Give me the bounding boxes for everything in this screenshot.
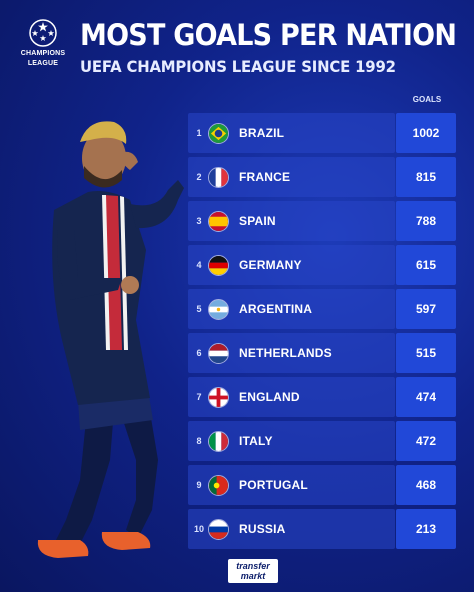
logo-text-line1: CHAMPIONS [20, 50, 66, 57]
france-flag-icon [208, 167, 229, 188]
country-name: FRANCE [239, 170, 291, 184]
rank-number: 8 [196, 436, 202, 446]
netherlands-flag-icon [208, 343, 229, 364]
rank-number: 7 [196, 392, 202, 402]
country-name: RUSSIA [239, 522, 286, 536]
country-name: ARGENTINA [239, 302, 313, 316]
tm-logo-line2: markt [240, 571, 266, 581]
table-row: 2 FRANCE 815 [188, 157, 456, 197]
table-row: 4 GERMANY 615 [188, 245, 456, 285]
russia-flag-icon [208, 519, 229, 540]
goals-value: 213 [396, 509, 456, 549]
page-title: MOST GOALS PER NATION [80, 18, 457, 52]
table-row: 3 SPAIN 788 [188, 201, 456, 241]
goals-value: 615 [396, 245, 456, 285]
table-row: 10 RUSSIA 213 [188, 509, 456, 549]
goals-value: 788 [396, 201, 456, 241]
goals-value: 597 [396, 289, 456, 329]
table-row: 5 ARGENTINA 597 [188, 289, 456, 329]
tm-logo-line1: transfer [236, 561, 270, 571]
spain-flag-icon [208, 211, 229, 232]
table-row: 6 NETHERLANDS 515 [188, 333, 456, 373]
player-image [37, 121, 184, 558]
goals-value: 474 [396, 377, 456, 417]
goals-value: 472 [396, 421, 456, 461]
country-name: PORTUGAL [239, 478, 308, 492]
rank-number: 4 [196, 260, 202, 270]
rank-number: 10 [193, 524, 204, 534]
portugal-flag-icon [208, 475, 229, 496]
rank-number: 5 [196, 304, 202, 314]
rank-number: 9 [196, 480, 202, 490]
rank-number: 3 [196, 216, 202, 226]
brazil-flag-icon [208, 123, 229, 144]
country-name: GERMANY [239, 258, 302, 272]
country-name: ITALY [239, 434, 273, 448]
goals-value: 815 [396, 157, 456, 197]
goals-value: 1002 [396, 113, 456, 153]
champions-league-logo: CHAMPIONS LEAGUE [12, 18, 74, 68]
rank-number: 2 [196, 172, 202, 182]
goals-column-header: GOALS [412, 95, 442, 104]
argentina-flag-icon [208, 299, 229, 320]
logo-text-line2: LEAGUE [27, 60, 59, 67]
country-name: BRAZIL [239, 126, 285, 140]
country-name: SPAIN [239, 214, 276, 228]
england-flag-icon [208, 387, 229, 408]
transfermarkt-logo: transfer markt [228, 559, 278, 583]
table-row: 9 PORTUGAL 468 [188, 465, 456, 505]
goals-value: 515 [396, 333, 456, 373]
rank-number: 1 [196, 128, 202, 138]
rank-number: 6 [196, 348, 202, 358]
goals-value: 468 [396, 465, 456, 505]
table-row: 1 BRAZIL 1002 [188, 113, 456, 153]
country-name: NETHERLANDS [239, 346, 332, 360]
italy-flag-icon [208, 431, 229, 452]
starball-icon [29, 19, 57, 47]
table-row: 7 ENGLAND 474 [188, 377, 456, 417]
country-name: ENGLAND [239, 390, 300, 404]
germany-flag-icon [208, 255, 229, 276]
table-row: 8 ITALY 472 [188, 421, 456, 461]
page-subtitle: UEFA CHAMPIONS LEAGUE SINCE 1992 [80, 57, 396, 76]
